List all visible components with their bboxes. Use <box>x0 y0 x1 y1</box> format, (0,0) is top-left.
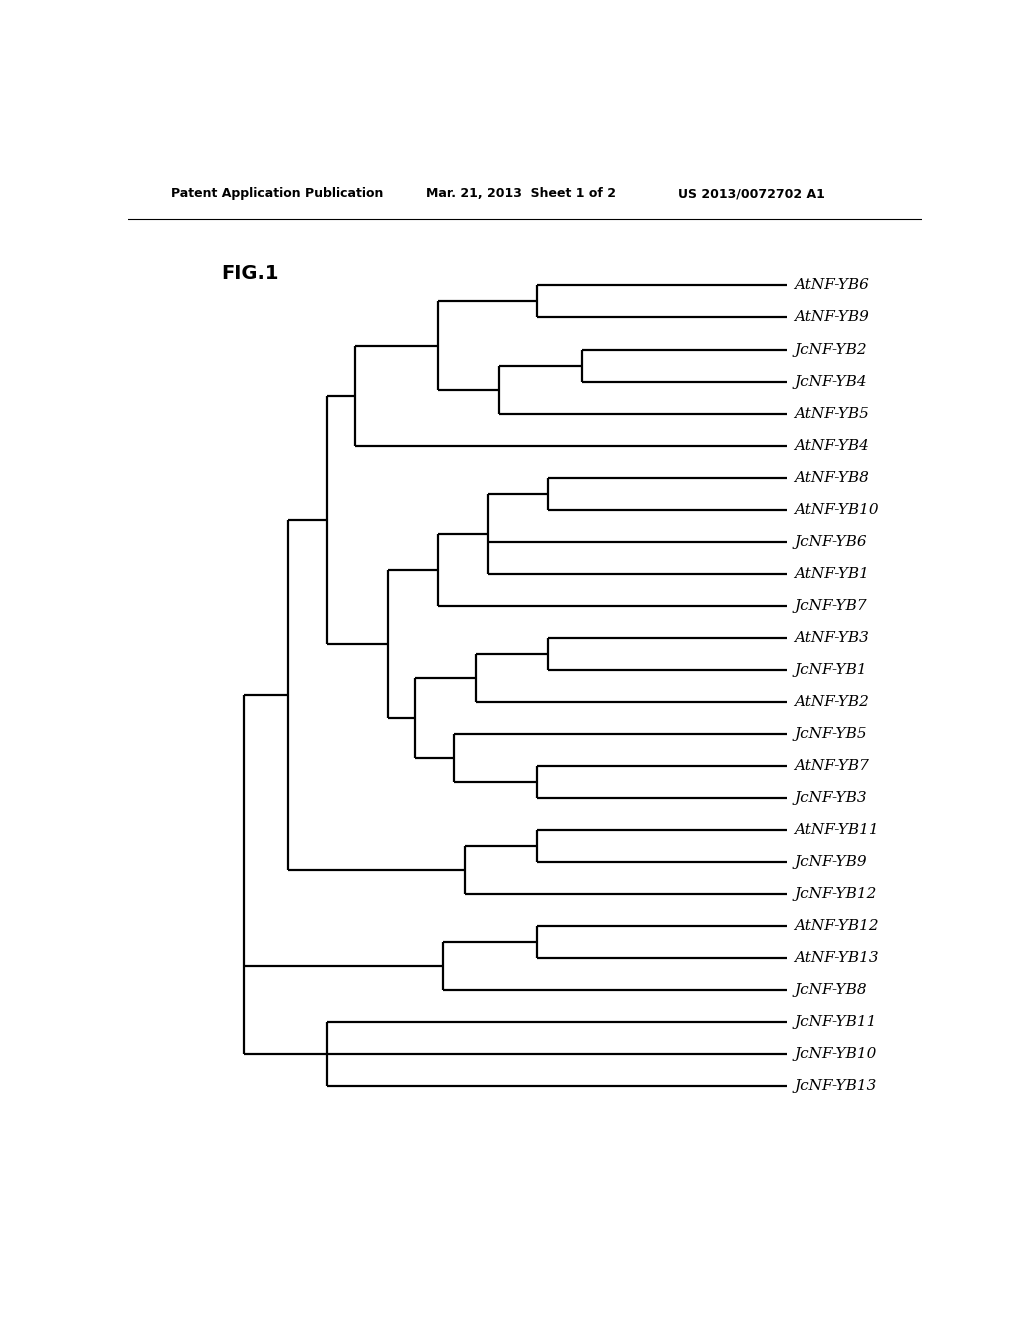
Text: AtNF-YB4: AtNF-YB4 <box>795 438 869 453</box>
Text: JcNF-YB2: JcNF-YB2 <box>795 342 867 356</box>
Text: AtNF-YB7: AtNF-YB7 <box>795 759 869 774</box>
Text: AtNF-YB5: AtNF-YB5 <box>795 407 869 421</box>
Text: AtNF-YB2: AtNF-YB2 <box>795 694 869 709</box>
Text: AtNF-YB8: AtNF-YB8 <box>795 471 869 484</box>
Text: JcNF-YB8: JcNF-YB8 <box>795 983 867 997</box>
Text: JcNF-YB4: JcNF-YB4 <box>795 375 867 388</box>
Text: JcNF-YB12: JcNF-YB12 <box>795 887 877 902</box>
Text: JcNF-YB6: JcNF-YB6 <box>795 535 867 549</box>
Text: US 2013/0072702 A1: US 2013/0072702 A1 <box>678 187 825 201</box>
Text: AtNF-YB12: AtNF-YB12 <box>795 919 880 933</box>
Text: JcNF-YB13: JcNF-YB13 <box>795 1080 877 1093</box>
Text: JcNF-YB10: JcNF-YB10 <box>795 1047 877 1061</box>
Text: AtNF-YB6: AtNF-YB6 <box>795 279 869 293</box>
Text: AtNF-YB13: AtNF-YB13 <box>795 952 880 965</box>
Text: JcNF-YB11: JcNF-YB11 <box>795 1015 877 1030</box>
Text: AtNF-YB10: AtNF-YB10 <box>795 503 880 516</box>
Text: JcNF-YB7: JcNF-YB7 <box>795 599 867 612</box>
Text: FIG.1: FIG.1 <box>221 264 280 282</box>
Text: Mar. 21, 2013  Sheet 1 of 2: Mar. 21, 2013 Sheet 1 of 2 <box>426 187 616 201</box>
Text: JcNF-YB9: JcNF-YB9 <box>795 855 867 869</box>
Text: JcNF-YB3: JcNF-YB3 <box>795 791 867 805</box>
Text: AtNF-YB9: AtNF-YB9 <box>795 310 869 325</box>
Text: Patent Application Publication: Patent Application Publication <box>171 187 383 201</box>
Text: JcNF-YB5: JcNF-YB5 <box>795 727 867 741</box>
Text: AtNF-YB11: AtNF-YB11 <box>795 822 880 837</box>
Text: JcNF-YB1: JcNF-YB1 <box>795 663 867 677</box>
Text: AtNF-YB1: AtNF-YB1 <box>795 566 869 581</box>
Text: AtNF-YB3: AtNF-YB3 <box>795 631 869 644</box>
